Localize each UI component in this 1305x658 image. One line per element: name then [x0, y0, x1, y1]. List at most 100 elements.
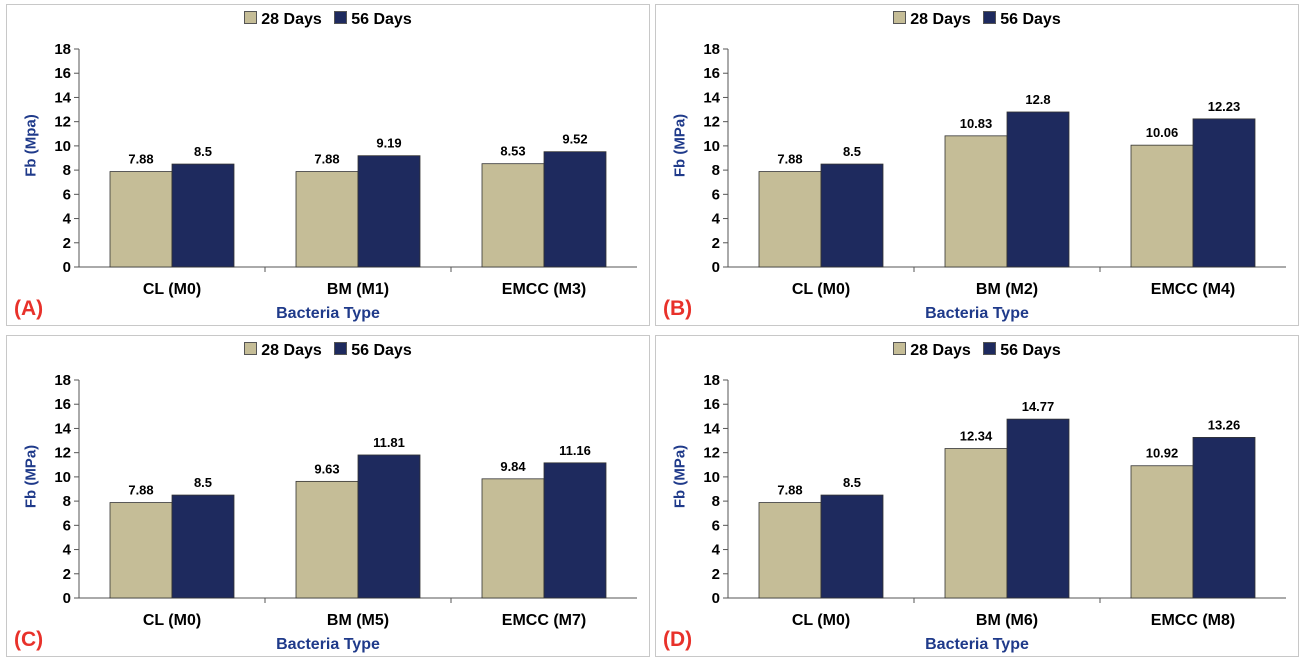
- legend-item-28-days: 28 Days: [893, 342, 971, 360]
- bar-56-days: [1192, 437, 1256, 599]
- legend-swatch-56-days: [983, 342, 997, 356]
- y-tick-label: 14: [54, 89, 71, 106]
- y-tick-label: 16: [703, 396, 720, 413]
- y-axis-label: Fb (MPa): [22, 444, 40, 509]
- legend-label-56-days: 56 Days: [1000, 342, 1061, 359]
- bar-56-days: [171, 163, 235, 268]
- y-tick-label: 10: [54, 138, 71, 155]
- data-label: 7.88: [314, 152, 339, 167]
- bar-56-days: [357, 454, 421, 599]
- y-tick-label: 6: [712, 517, 720, 534]
- bar-56-days: [1192, 118, 1256, 268]
- y-tick-label: 8: [712, 162, 720, 179]
- y-tick-label: 14: [54, 420, 71, 437]
- x-tick-label: CL (M0): [792, 281, 850, 298]
- bar-56-days: [543, 462, 607, 599]
- y-tick-label: 16: [703, 65, 720, 82]
- bar-chart-plot: 0 2 4 6 8 10 12 14 16 18 7.88 8.5 CL (M0) 12.34 14.77 B…: [703, 372, 1286, 629]
- y-tick-label: 4: [63, 211, 72, 228]
- x-axis-label: Bacteria Type: [276, 305, 380, 322]
- x-axis-label: Bacteria Type: [925, 305, 1029, 322]
- x-tick-label: EMCC (M4): [1151, 281, 1235, 298]
- y-tick-label: 10: [54, 469, 71, 486]
- y-tick-label: 2: [712, 566, 720, 583]
- y-tick-label: 16: [54, 396, 71, 413]
- y-tick-label: 8: [712, 493, 720, 510]
- chart-panel-b: 28 Days 56 Days 0 2 4 6 8 10 12 14 16 18 7.88 8.5 CL…: [655, 4, 1299, 326]
- panel-label: (C): [14, 628, 44, 651]
- data-label: 11.81: [373, 435, 405, 450]
- y-tick-label: 18: [54, 372, 71, 389]
- x-tick-label: BM (M6): [976, 612, 1038, 629]
- y-tick-label: 0: [712, 590, 720, 607]
- y-tick-label: 6: [63, 186, 71, 203]
- y-axis-label: Fb (MPa): [671, 444, 689, 509]
- y-tick-label: 18: [54, 41, 71, 58]
- data-label: 9.19: [376, 136, 401, 151]
- y-tick-label: 10: [703, 138, 720, 155]
- bar-28-days: [1130, 144, 1194, 268]
- data-label: 12.23: [1208, 99, 1241, 114]
- data-label: 9.52: [562, 132, 587, 147]
- legend-item-28-days: 28 Days: [244, 11, 322, 29]
- data-label: 8.5: [843, 475, 861, 490]
- x-tick-label: EMCC (M3): [502, 281, 586, 298]
- y-tick-label: 12: [54, 445, 71, 462]
- data-label: 10.83: [960, 116, 993, 131]
- legend-swatch-56-days: [983, 11, 997, 25]
- y-tick-label: 4: [712, 211, 721, 228]
- legend-swatch-56-days: [334, 342, 348, 356]
- data-label: 8.5: [843, 144, 861, 159]
- x-axis-label: Bacteria Type: [276, 636, 380, 653]
- y-tick-label: 18: [703, 372, 720, 389]
- data-label: 12.8: [1025, 92, 1050, 107]
- x-tick-label: CL (M0): [143, 612, 201, 629]
- x-tick-label: BM (M5): [327, 612, 389, 629]
- legend-item-56-days: 56 Days: [983, 342, 1061, 360]
- legend-label-28-days: 28 Days: [261, 342, 322, 359]
- legend-label-56-days: 56 Days: [1000, 11, 1061, 28]
- legend-item-56-days: 56 Days: [334, 11, 412, 29]
- y-axis-label: Fb (MPa): [671, 113, 689, 178]
- bar-56-days: [1006, 418, 1070, 599]
- legend-item-28-days: 28 Days: [244, 342, 322, 360]
- bar-56-days: [543, 151, 607, 268]
- data-label: 10.92: [1146, 446, 1179, 461]
- y-tick-label: 2: [63, 566, 71, 583]
- panel-label: (B): [663, 297, 693, 320]
- legend-item-56-days: 56 Days: [983, 11, 1061, 29]
- data-label: 14.77: [1022, 399, 1055, 414]
- chart-legend: 28 Days 56 Days: [656, 342, 1298, 360]
- y-tick-label: 14: [703, 89, 720, 106]
- legend-label-28-days: 28 Days: [261, 11, 322, 28]
- y-axis-label: Fb (Mpa): [22, 114, 40, 177]
- data-label: 9.63: [314, 461, 339, 476]
- panel-label: (A): [14, 297, 44, 320]
- data-label: 8.53: [500, 144, 525, 159]
- chart-panel-c: 28 Days 56 Days 0 2 4 6 8 10 12 14 16 18 7.88 8.5 CL…: [6, 335, 650, 657]
- legend-swatch-28-days: [244, 342, 258, 356]
- bar-28-days: [944, 135, 1008, 268]
- bar-chart-plot: 0 2 4 6 8 10 12 14 16 18 7.88 8.5 CL (M0) 9.63 11.81 BM…: [54, 372, 637, 629]
- legend-label-56-days: 56 Days: [351, 342, 412, 359]
- y-tick-label: 2: [712, 235, 720, 252]
- y-tick-label: 8: [63, 162, 71, 179]
- data-label: 7.88: [777, 483, 802, 498]
- chart-legend: 28 Days 56 Days: [7, 342, 649, 360]
- data-label: 8.5: [194, 475, 212, 490]
- bar-28-days: [109, 171, 173, 268]
- y-tick-label: 10: [703, 469, 720, 486]
- data-label: 13.26: [1208, 417, 1241, 432]
- legend-swatch-28-days: [893, 342, 907, 356]
- legend-label-28-days: 28 Days: [910, 11, 971, 28]
- x-axis-label: Bacteria Type: [925, 636, 1029, 653]
- y-tick-label: 4: [63, 542, 72, 559]
- chart-panel-d: 28 Days 56 Days 0 2 4 6 8 10 12 14 16 18 7.88 8.5 CL…: [655, 335, 1299, 657]
- legend-label-28-days: 28 Days: [910, 342, 971, 359]
- legend-swatch-56-days: [334, 11, 348, 25]
- y-tick-label: 0: [63, 590, 71, 607]
- y-tick-label: 8: [63, 493, 71, 510]
- data-label: 7.88: [128, 152, 153, 167]
- y-tick-label: 12: [703, 114, 720, 131]
- y-tick-label: 2: [63, 235, 71, 252]
